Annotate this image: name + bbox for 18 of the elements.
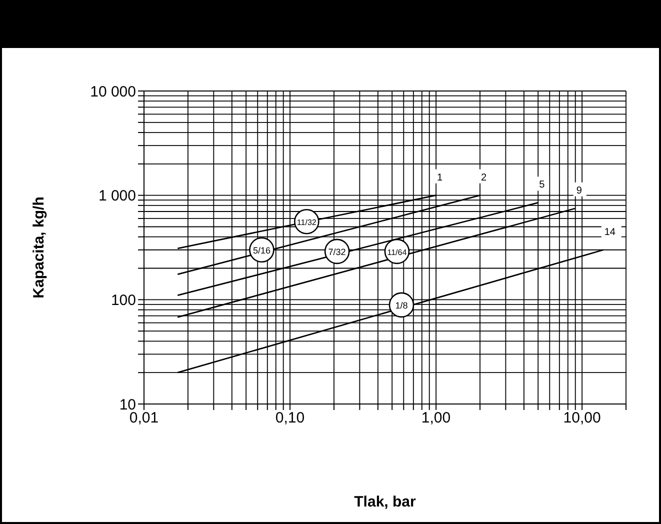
x-tick-label: 1,00 [421,410,451,427]
series-label: 14 [604,226,616,238]
y-tick-label: 100 [110,292,136,309]
annotation: 11/64 [387,248,408,257]
annotation: 7/32 [328,246,346,257]
series-label: 2 [480,172,487,184]
series-label: 1 [437,172,444,184]
series-label: 9 [576,185,582,196]
annotation: 1/8 [395,300,408,310]
y-tick-label: 10 000 [90,83,136,100]
y-axis-title: Kapacita, kg/h [30,196,48,298]
x-tick-label: 0,10 [275,410,305,427]
series-label: 5 [539,180,546,191]
x-tick-label: 10,00 [563,410,601,427]
annotation: 11/32 [296,218,317,228]
x-axis-title: Tlak, bar [354,494,416,511]
annotation: 5/16 [252,245,270,256]
y-tick-label: 1 000 [98,188,136,205]
